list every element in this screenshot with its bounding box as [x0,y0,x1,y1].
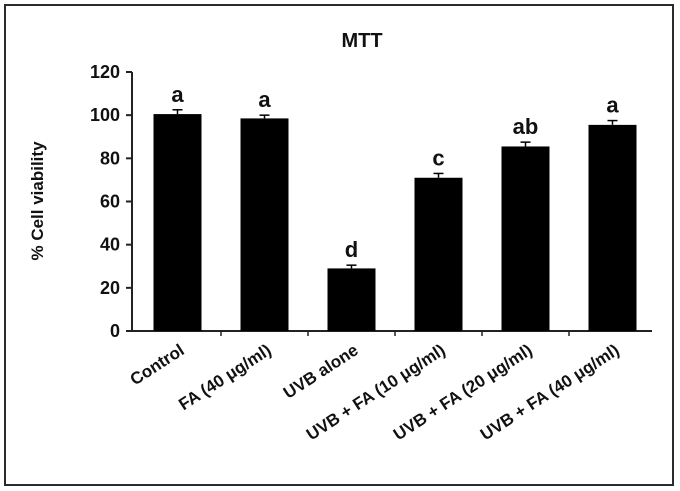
y-tick-label: 100 [90,105,120,125]
bar [153,114,202,332]
chart-title: MTT [341,30,382,52]
chart-frame [4,4,674,486]
y-tick-label: 120 [90,62,120,82]
y-tick-label: 20 [100,278,120,298]
y-tick-label: 60 [100,192,120,212]
x-category-label: Control [127,340,188,389]
bar [414,177,463,331]
y-tick-label: 80 [100,148,120,168]
y-tick-label: 40 [100,235,120,255]
bar [501,146,550,331]
significance-label: c [432,145,444,170]
x-category-label: UVB + FA (10 μg/ml) [303,340,449,444]
significance-label: ab [513,114,539,139]
significance-label: a [258,87,271,112]
bar [588,124,637,331]
x-category-label: UVB alone [280,340,362,402]
bar [240,118,289,331]
x-category-label: UVB + FA (20 μg/ml) [390,340,536,444]
significance-label: a [171,82,184,107]
y-tick-label: 0 [110,321,120,341]
y-axis-label: % Cell viability [28,141,47,261]
significance-label: d [345,237,358,262]
x-category-label: UVB + FA (40 μg/ml) [477,340,623,444]
bar [327,268,376,331]
x-category-label: FA (40 μg/ml) [175,340,274,414]
plot-area: 0 20 40 60 80 100 120 a Control a FA (40 μg/ml) d UV… [90,62,652,444]
significance-label: a [606,93,619,118]
